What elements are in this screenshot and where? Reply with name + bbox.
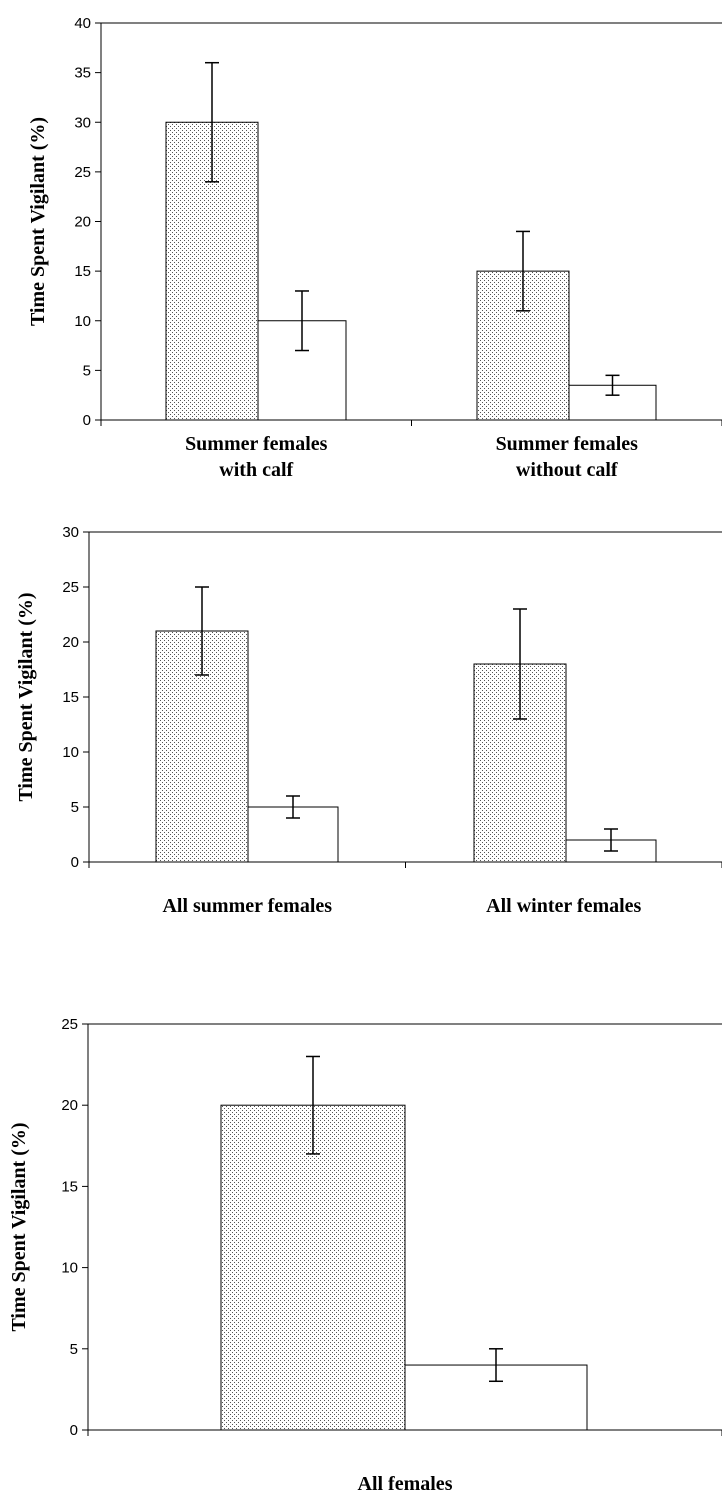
chart-panel-3: 0 5 10 15 20 25 Time Spent Vigilant (%) All fem… (8, 1016, 722, 1495)
y-tick-label: 15 (62, 689, 79, 706)
y-axis-title: Time Spent Vigilant (%) (15, 592, 37, 801)
y-tick-label: 5 (70, 1341, 78, 1358)
y-tick-label: 15 (61, 1178, 78, 1195)
category-label: Summer females (496, 433, 639, 455)
y-tick-label: 10 (74, 313, 91, 330)
y-tick-label: 30 (62, 524, 79, 541)
y-tick-label: 0 (83, 412, 91, 429)
category-label: All winter females (486, 895, 641, 917)
y-tick-label: 10 (61, 1260, 78, 1277)
chart-panel-1: 0 5 10 15 20 25 30 35 40 Time Spent Vigilant (%) S… (27, 15, 722, 481)
category-label: without calf (516, 459, 618, 481)
chart-panel-2: 0 5 10 15 20 25 30 Time Spent Vigilant (%) All s… (15, 524, 722, 917)
y-tick-label: 10 (62, 744, 79, 761)
y-tick-label: 40 (74, 15, 91, 32)
category-label: All females (358, 1473, 453, 1495)
y-tick-label: 25 (62, 579, 79, 596)
y-tick-label: 25 (74, 164, 91, 181)
y-tick-label: 20 (74, 214, 91, 231)
y-tick-label: 0 (71, 854, 79, 871)
category-label: All summer females (162, 895, 332, 917)
y-tick-label: 20 (62, 634, 79, 651)
y-tick-label: 30 (74, 114, 91, 131)
y-tick-label: 35 (74, 65, 91, 82)
y-tick-label: 5 (71, 799, 79, 816)
y-tick-label: 5 (83, 362, 91, 379)
y-tick-label: 20 (61, 1097, 78, 1114)
y-tick-label: 15 (74, 263, 91, 280)
category-label: with calf (219, 459, 293, 481)
y-tick-label: 0 (70, 1422, 78, 1439)
bar-series1-cat1 (220, 1104, 406, 1431)
y-axis-title: Time Spent Vigilant (%) (8, 1122, 30, 1331)
category-label: Summer females (185, 433, 328, 455)
y-tick-label: 25 (61, 1016, 78, 1033)
y-axis-title: Time Spent Vigilant (%) (27, 117, 49, 326)
